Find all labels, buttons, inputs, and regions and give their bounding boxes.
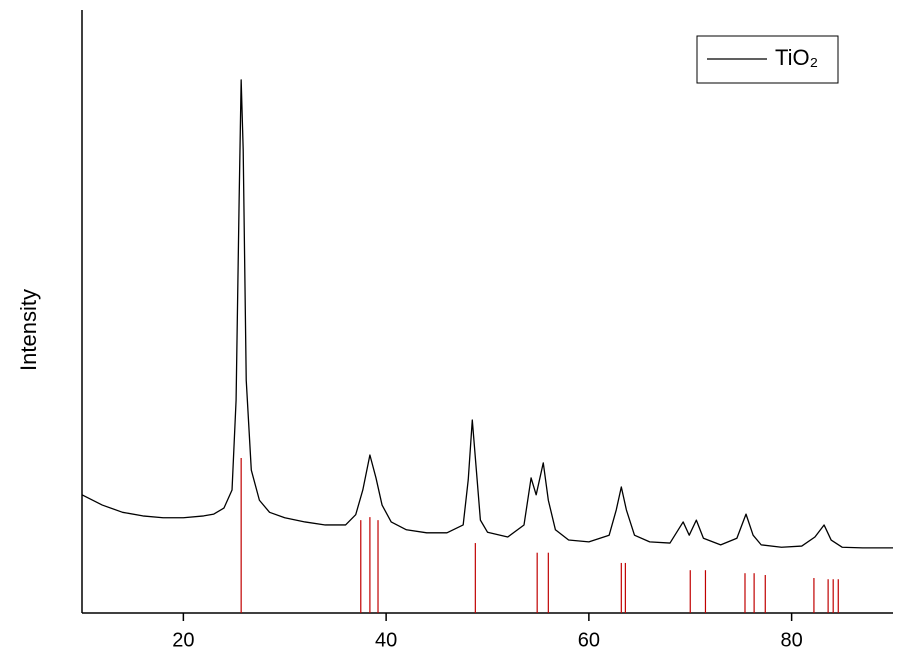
x-tick-label: 20 <box>172 629 194 651</box>
x-tick-label: 60 <box>578 629 600 651</box>
legend-label: TiO₂ <box>775 45 818 70</box>
y-axis-label: Intensity <box>16 289 41 371</box>
x-tick-label: 80 <box>781 629 803 651</box>
data-line <box>81 79 893 549</box>
x-tick-label: 40 <box>375 629 397 651</box>
